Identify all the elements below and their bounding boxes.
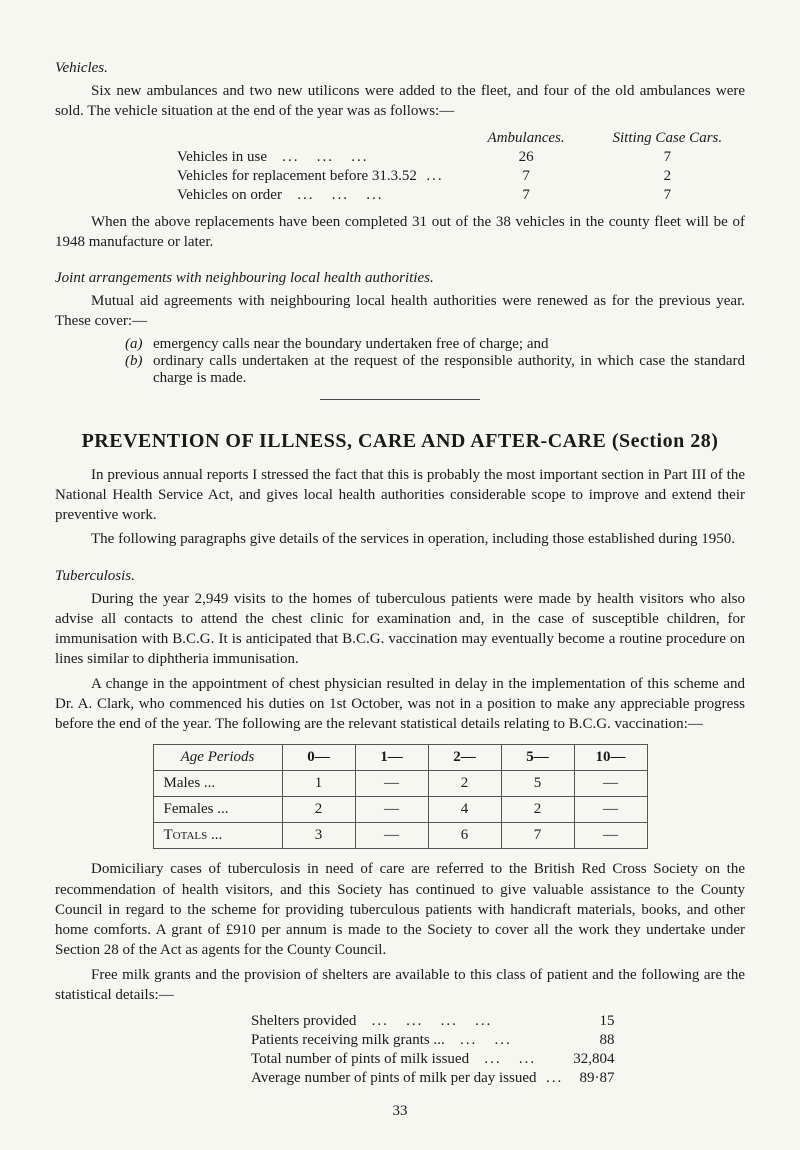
- list-label-b: (b): [125, 353, 153, 387]
- tb-after-para: Free milk grants and the provision of sh…: [55, 965, 745, 1006]
- col-header-ambulances: Ambulances.: [462, 130, 589, 147]
- bcg-cell: —: [574, 771, 647, 797]
- bcg-row-label: Males ...: [153, 771, 282, 797]
- bcg-cell: 5: [501, 771, 574, 797]
- bcg-cell: 2: [501, 797, 574, 823]
- bcg-total-cell: 3: [282, 823, 355, 849]
- milk-row-value: 15: [569, 1013, 618, 1030]
- list-text-a: emergency calls near the boundary undert…: [153, 336, 745, 353]
- bcg-row-label: Females ...: [153, 797, 282, 823]
- milk-row-label: Shelters provided ... ... ... ...: [247, 1013, 567, 1030]
- bcg-age-header: Age Periods: [153, 745, 282, 771]
- vehicle-row-sitting: 7: [592, 187, 743, 204]
- bcg-cell: 1: [282, 771, 355, 797]
- vehicle-row-sitting: 2: [592, 168, 743, 185]
- bcg-col-header: 2—: [428, 745, 501, 771]
- bcg-cell: 2: [428, 771, 501, 797]
- milk-row-label: Patients receiving milk grants ... ... .…: [247, 1032, 567, 1049]
- tb-heading: Tuberculosis.: [55, 568, 745, 585]
- bcg-col-header: 10—: [574, 745, 647, 771]
- vehicle-row-sitting: 7: [592, 149, 743, 166]
- milk-row-value: 89·87: [569, 1070, 618, 1087]
- vehicle-row-amb: 7: [462, 187, 589, 204]
- bcg-total-cell: —: [574, 823, 647, 849]
- col-header-sitting: Sitting Case Cars.: [592, 130, 743, 147]
- bcg-total-cell: 6: [428, 823, 501, 849]
- page-number: 33: [55, 1103, 745, 1120]
- divider: [320, 399, 480, 400]
- bcg-cell: 2: [282, 797, 355, 823]
- vehicle-row-label: Vehicles for replacement before 31.3.52 …: [167, 168, 460, 185]
- vehicle-row-label: Vehicles on order ... ... ...: [167, 187, 460, 204]
- bcg-cell: —: [355, 797, 428, 823]
- bcg-total-cell: 7: [501, 823, 574, 849]
- bcg-col-header: 5—: [501, 745, 574, 771]
- milk-row-label: Average number of pints of milk per day …: [247, 1070, 567, 1087]
- tb-para: During the year 2,949 visits to the home…: [55, 589, 745, 670]
- list-label-a: (a): [125, 336, 153, 353]
- page: Vehicles. Six new ambulances and two new…: [0, 0, 800, 1150]
- bcg-col-header: 1—: [355, 745, 428, 771]
- vehicle-row-label: Vehicles in use ... ... ...: [167, 149, 460, 166]
- tb-para: A change in the appointment of chest phy…: [55, 674, 745, 735]
- joint-list: (a) emergency calls near the boundary un…: [125, 336, 745, 387]
- bcg-total-cell: —: [355, 823, 428, 849]
- milk-table: Shelters provided ... ... ... ... 15 Pat…: [245, 1011, 620, 1089]
- main-heading: PREVENTION OF ILLNESS, CARE AND AFTER-CA…: [55, 430, 745, 453]
- vehicle-row-amb: 26: [462, 149, 589, 166]
- bcg-cell: —: [574, 797, 647, 823]
- milk-row-value: 32,804: [569, 1051, 618, 1068]
- vehicles-intro: Six new ambulances and two new utilicons…: [55, 81, 745, 122]
- bcg-cell: —: [355, 771, 428, 797]
- bcg-cell: 4: [428, 797, 501, 823]
- vehicles-table: Ambulances. Sitting Case Cars. Vehicles …: [165, 128, 745, 206]
- bcg-col-header: 0—: [282, 745, 355, 771]
- vehicle-row-amb: 7: [462, 168, 589, 185]
- vehicles-after: When the above replacements have been co…: [55, 212, 745, 253]
- prevention-para: The following paragraphs give details of…: [55, 529, 745, 549]
- bcg-table: Age Periods 0— 1— 2— 5— 10— Males ... 1 …: [153, 744, 648, 849]
- joint-intro: Mutual aid agreements with neighbouring …: [55, 291, 745, 332]
- bcg-totals-label: Totals ...: [153, 823, 282, 849]
- milk-row-label: Total number of pints of milk issued ...…: [247, 1051, 567, 1068]
- joint-heading: Joint arrangements with neighbouring loc…: [55, 270, 745, 287]
- list-text-b: ordinary calls undertaken at the request…: [153, 353, 745, 387]
- milk-row-value: 88: [569, 1032, 618, 1049]
- vehicles-heading: Vehicles.: [55, 60, 745, 77]
- prevention-para: In previous annual reports I stressed th…: [55, 465, 745, 526]
- tb-after-para: Domiciliary cases of tuberculosis in nee…: [55, 859, 745, 960]
